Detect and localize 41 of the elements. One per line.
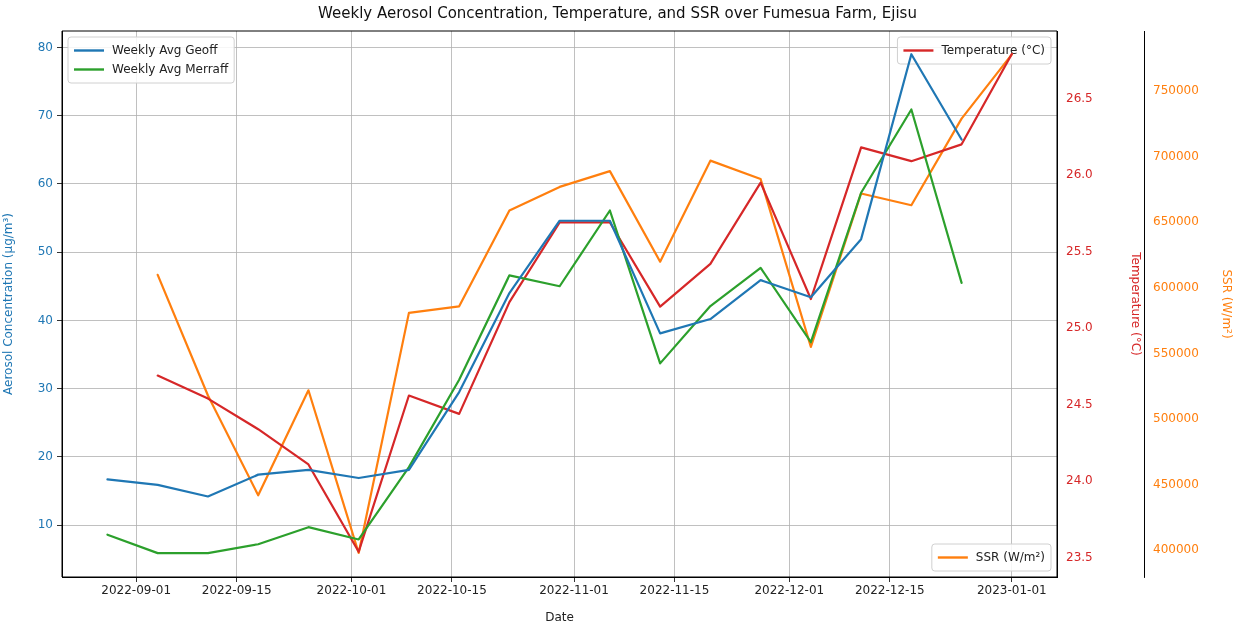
legend-label: Weekly Avg Geoff [112,42,219,57]
x-tick-label: 2022-11-15 [639,583,710,598]
y3-tick-label: 600000 [1153,280,1199,295]
x-tick-label: 2022-09-01 [101,583,172,598]
x-tick-label: 2022-10-15 [417,583,487,598]
legend-label: Temperature (°C) [940,42,1046,57]
y-tick-label: 70 [37,107,53,122]
y2-tick-label: 25.0 [1066,320,1093,335]
y2-tick-label: 24.5 [1066,396,1093,411]
y2-tick-label: 25.5 [1066,243,1093,258]
x-tick-label: 2022-10-01 [316,583,387,598]
y3-tick-label: 550000 [1153,345,1199,360]
y2-tick-label: 26.5 [1066,90,1093,105]
y2-axis-title: Temperature (°C) [1128,251,1143,356]
y-tick-label: 50 [37,244,53,259]
y2-tick-label: 24.0 [1066,473,1093,488]
x-tick-label: 2022-11-01 [539,583,609,598]
y-axis-title: Aerosol Concentration (µg/m³) [1,213,16,395]
y-tick-label: 20 [37,449,53,464]
x-axis-title: Date [545,609,574,624]
y-tick-label: 60 [37,176,53,191]
y3-tick-label: 650000 [1153,214,1199,229]
x-tick-label: 2022-12-15 [854,583,925,598]
y-tick-label: 10 [37,517,53,532]
legend-label: Weekly Avg Merraff [112,61,229,76]
y-tick-label: 30 [37,380,53,395]
y3-tick-label: 450000 [1153,476,1199,491]
y3-tick-label: 500000 [1153,411,1199,426]
y3-tick-label: 750000 [1153,83,1199,98]
x-tick-label: 2022-12-01 [754,583,825,598]
legend-label: SSR (W/m²) [975,549,1046,564]
y-tick-label: 40 [37,312,53,327]
y-tick-label: 80 [37,39,53,54]
y3-axis-title: SSR (W/m²) [1219,269,1234,339]
x-tick-label: 2022-09-15 [201,583,272,598]
chart-title: Weekly Aerosol Concentration, Temperature, and SSR over Fumesua Farm, Ejisu [318,3,917,22]
y2-tick-label: 26.0 [1066,167,1093,182]
y3-tick-label: 400000 [1153,542,1199,557]
x-tick-label: 2023-01-01 [976,583,1047,598]
y2-tick-label: 23.5 [1066,549,1093,564]
y3-tick-label: 700000 [1153,148,1199,163]
